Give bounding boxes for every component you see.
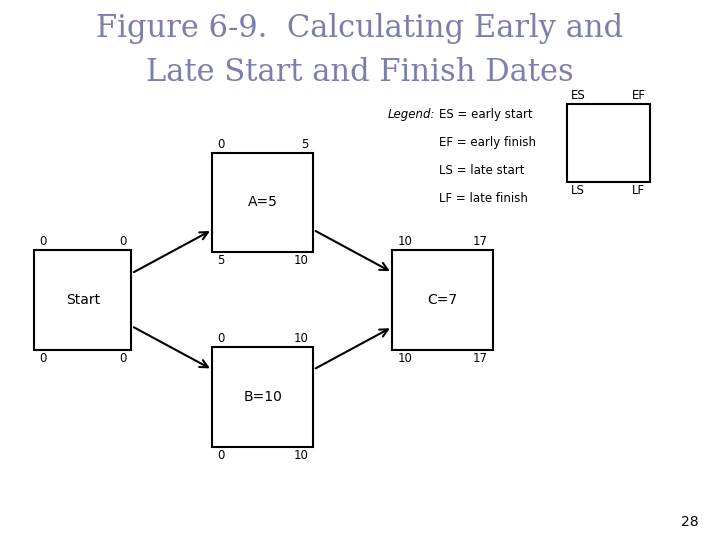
Text: 10: 10 xyxy=(397,235,413,248)
Text: Late Start and Finish Dates: Late Start and Finish Dates xyxy=(146,57,574,87)
Text: 5: 5 xyxy=(217,254,225,267)
Text: 0: 0 xyxy=(217,332,225,345)
Text: 10: 10 xyxy=(397,352,413,365)
Text: 28: 28 xyxy=(681,515,698,529)
Text: 17: 17 xyxy=(473,235,488,248)
Text: 0: 0 xyxy=(40,235,47,248)
Text: C=7: C=7 xyxy=(428,293,458,307)
Text: LS = late start: LS = late start xyxy=(439,164,525,177)
Text: LF = late finish: LF = late finish xyxy=(439,192,528,205)
Text: Start: Start xyxy=(66,293,100,307)
Text: ES: ES xyxy=(572,89,586,102)
Text: EF = early finish: EF = early finish xyxy=(439,136,536,149)
Bar xyxy=(35,249,132,350)
Text: 10: 10 xyxy=(293,449,308,462)
Text: 0: 0 xyxy=(217,449,225,462)
Bar xyxy=(212,347,313,447)
Text: 0: 0 xyxy=(217,138,225,151)
Text: LS: LS xyxy=(572,184,585,197)
Bar xyxy=(567,104,649,183)
Text: 10: 10 xyxy=(293,254,308,267)
Text: 10: 10 xyxy=(293,332,308,345)
Text: 0: 0 xyxy=(119,352,127,365)
Text: ES = early start: ES = early start xyxy=(439,108,533,121)
Text: 0: 0 xyxy=(119,235,127,248)
Text: B=10: B=10 xyxy=(243,390,282,404)
Text: 17: 17 xyxy=(473,352,488,365)
Bar xyxy=(392,249,493,350)
Text: Legend:: Legend: xyxy=(388,108,436,121)
Text: Figure 6-9.  Calculating Early and: Figure 6-9. Calculating Early and xyxy=(96,14,624,44)
Text: 0: 0 xyxy=(40,352,47,365)
Text: EF: EF xyxy=(631,89,646,102)
Bar xyxy=(212,152,313,252)
Text: 5: 5 xyxy=(301,138,308,151)
Text: LF: LF xyxy=(632,184,646,197)
Text: A=5: A=5 xyxy=(248,195,278,210)
